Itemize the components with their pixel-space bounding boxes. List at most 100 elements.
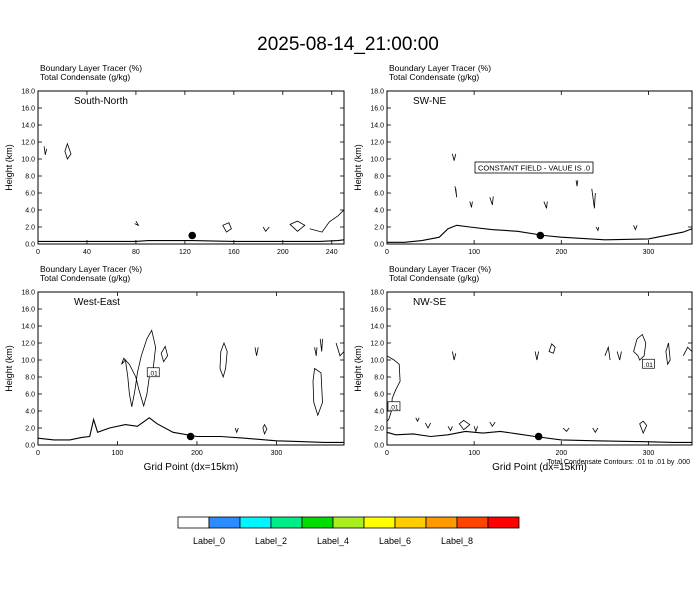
y-tick-label: 2.0 [25, 225, 35, 232]
x-axis-label: Grid Point (dx=15km) [144, 462, 239, 473]
contour-label-box [387, 401, 401, 412]
condensate-contour [134, 220, 140, 227]
panel-nw-se: Boundary Layer Tracer (%)Total Condensat… [353, 264, 693, 473]
y-tick-label: 18.0 [21, 290, 35, 297]
panel-header-line: Boundary Layer Tracer (%) [389, 264, 491, 274]
condensate-contour [452, 351, 457, 361]
contour-label: .01 [149, 370, 158, 377]
condensate-contour [262, 423, 268, 436]
condensate-contour [604, 345, 611, 361]
location-marker [534, 432, 543, 441]
contour-label-box [642, 358, 655, 369]
cross-section-label: SW-NE [413, 96, 446, 107]
plot-frame [37, 90, 345, 245]
colorbar-swatch [208, 516, 241, 529]
colorbar-label: Label_4 [317, 536, 349, 546]
y-tick-label: 16.0 [21, 307, 35, 314]
y-tick-label: 18.0 [370, 89, 384, 96]
x-tick-label: 0 [385, 450, 389, 457]
panel-south-north: Boundary Layer Tracer (%)Total Condensat… [4, 63, 345, 256]
cross-section-label: NW-SE [413, 297, 446, 308]
y-tick-label: 2.0 [25, 426, 35, 433]
condensate-contour [489, 196, 494, 206]
panel-header-line: Total Condensate (g/kg) [389, 273, 479, 283]
condensate-contour [64, 142, 72, 160]
y-tick-label: 10.0 [370, 157, 384, 164]
panel-sw-ne: Boundary Layer Tracer (%)Total Condensat… [353, 63, 693, 256]
condensate-contour [548, 343, 556, 354]
y-tick-label: 16.0 [370, 106, 384, 113]
condensate-contour [309, 209, 345, 233]
y-tick-label: 14.0 [370, 123, 384, 130]
y-tick-label: 8.0 [25, 174, 35, 181]
condensate-contour [633, 333, 647, 361]
terrain-line [387, 224, 693, 243]
y-tick-label: 12.0 [21, 341, 35, 348]
cross-section-label: South-North [74, 96, 128, 107]
terrain-line [386, 430, 692, 443]
colorbar-legend: Label_0 Label_2 Label_4 Label_6 Label_8 [177, 516, 520, 546]
contour-label: .01 [644, 362, 653, 369]
colorbar-label: Label_6 [379, 536, 411, 546]
colorbar-swatch [270, 516, 303, 529]
x-tick-label: 200 [191, 450, 203, 457]
figure-title: 2025-08-14_21:00:00 [257, 34, 439, 55]
y-tick-label: 4.0 [25, 208, 35, 215]
y-tick-label: 12.0 [370, 140, 384, 147]
y-tick-label: 10.0 [21, 157, 35, 164]
x-tick-label: 100 [468, 450, 480, 457]
y-axis-label: Height (km) [353, 345, 363, 392]
colorbar-swatch [177, 516, 210, 529]
colorbar-swatch [456, 516, 489, 529]
condensate-contour [234, 427, 239, 434]
x-tick-label: 300 [271, 450, 283, 457]
y-tick-label: 2.0 [374, 225, 384, 232]
condensate-contour [639, 420, 648, 435]
y-tick-label: 18.0 [21, 89, 35, 96]
colorbar-swatch [363, 516, 396, 529]
y-tick-label: 8.0 [25, 375, 35, 382]
condensate-contour [616, 351, 622, 361]
panel-header-line: Total Condensate (g/kg) [389, 72, 479, 82]
contour-label-box [146, 367, 160, 378]
plot-frame [386, 291, 693, 446]
y-tick-label: 8.0 [374, 174, 384, 181]
colorbar-swatch [394, 516, 427, 529]
y-tick-label: 0.0 [25, 242, 35, 249]
condensate-contour [254, 347, 259, 356]
condensate-contour [312, 367, 323, 417]
y-tick-label: 8.0 [374, 375, 384, 382]
condensate-contour [469, 201, 473, 208]
footer-note: Total Condensate Contours: .01 to .01 by… [547, 459, 690, 466]
y-tick-label: 16.0 [21, 106, 35, 113]
colorbar-swatch [487, 516, 520, 529]
location-marker [536, 231, 545, 240]
y-tick-label: 12.0 [370, 341, 384, 348]
colorbar-swatch [332, 516, 365, 529]
condensate-contour [289, 220, 306, 232]
y-axis-label: Height (km) [353, 144, 363, 191]
condensate-contour [575, 180, 579, 187]
location-marker [188, 231, 197, 240]
x-tick-label: 120 [179, 249, 191, 256]
condensate-contour [454, 186, 458, 198]
condensate-contour [222, 222, 232, 233]
x-tick-label: 0 [36, 249, 40, 256]
x-tick-label: 200 [555, 450, 567, 457]
colorbar-swatch [239, 516, 272, 529]
condensate-contour [682, 346, 693, 356]
y-tick-label: 4.0 [374, 409, 384, 416]
condensate-contour [543, 201, 548, 209]
colorbar-swatch [425, 516, 458, 529]
y-tick-label: 6.0 [374, 392, 384, 399]
condensate-contour [424, 422, 431, 429]
panel-west-east: Boundary Layer Tracer (%)Total Condensat… [4, 264, 345, 473]
condensate-contour [219, 341, 228, 379]
panel-header-line: Boundary Layer Tracer (%) [40, 63, 142, 73]
condensate-contour [121, 329, 157, 408]
y-tick-label: 14.0 [370, 324, 384, 331]
x-tick-label: 100 [468, 249, 480, 256]
x-tick-label: 0 [385, 249, 389, 256]
condensate-contour [633, 225, 638, 231]
